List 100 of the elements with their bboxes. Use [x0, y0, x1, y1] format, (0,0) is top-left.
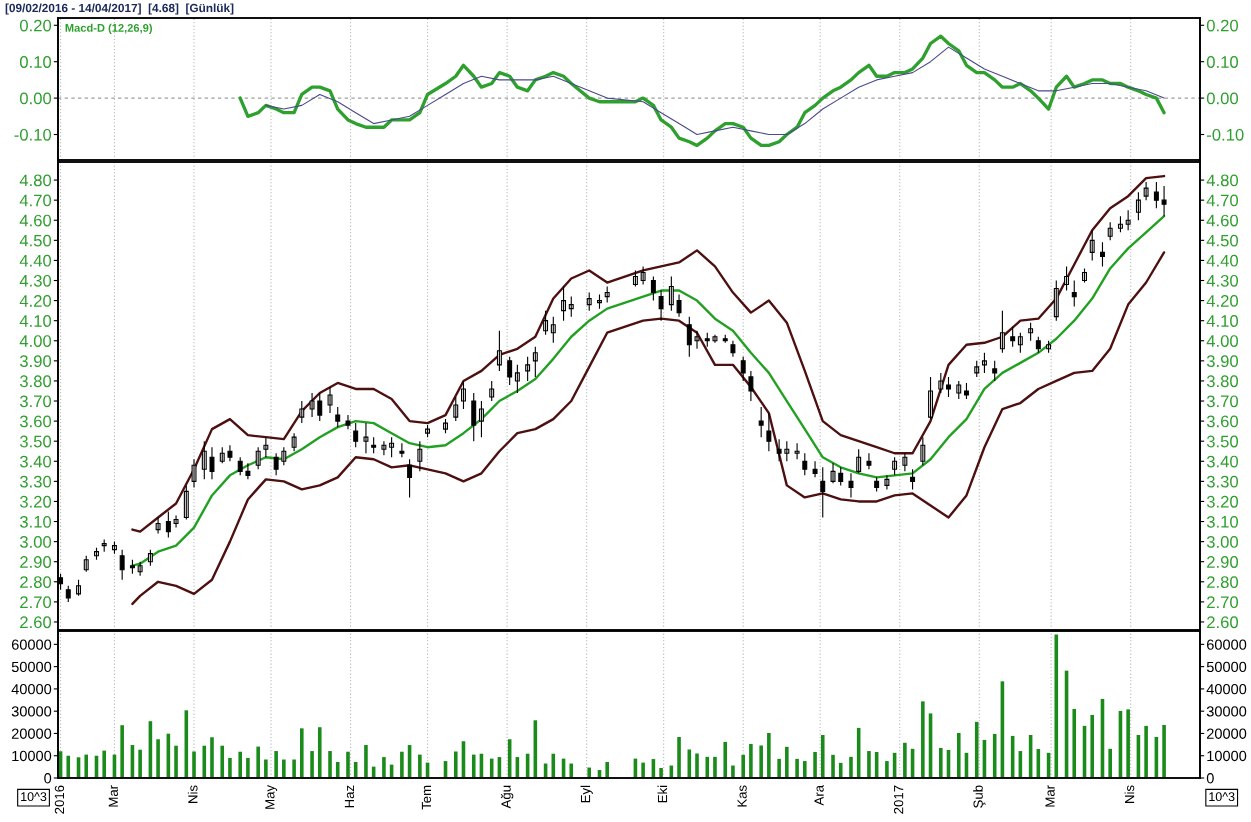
bar — [453, 751, 458, 778]
candlestick — [489, 380, 495, 402]
y2-tick-label: 3.50 — [1206, 435, 1239, 448]
bar — [156, 739, 160, 778]
bar — [1090, 714, 1095, 778]
bar — [210, 737, 214, 778]
y2-tick-label: 3.30 — [1206, 475, 1239, 488]
bar — [849, 756, 853, 778]
candlestick — [165, 510, 171, 539]
bar — [300, 728, 304, 778]
line-series — [131, 251, 1166, 606]
bar — [282, 759, 286, 778]
candlestick — [1046, 340, 1052, 354]
y2-tick-label: 2.80 — [1207, 576, 1239, 588]
bar — [749, 743, 753, 778]
candlestick — [1107, 221, 1113, 241]
candlestick — [999, 310, 1005, 354]
candlestick — [794, 442, 800, 460]
y2-tick-label: 2.70 — [1207, 596, 1239, 609]
bar — [813, 751, 817, 778]
bar — [785, 746, 789, 778]
candlestick — [237, 456, 243, 476]
candlestick — [758, 406, 764, 438]
candlestick — [838, 466, 844, 486]
candlestick — [94, 547, 99, 561]
y-tick-label: 4.50 — [19, 234, 52, 247]
candlestick — [694, 330, 700, 350]
text: 10^3 — [1209, 792, 1235, 802]
bar — [921, 701, 925, 778]
candlestick — [219, 446, 225, 464]
candlestick — [722, 334, 728, 344]
bar — [1162, 724, 1166, 778]
candlestick — [992, 360, 998, 382]
candlestick — [658, 289, 664, 322]
y2-tick-label: 3.90 — [1206, 355, 1239, 368]
y2-tick-label: 40000 — [1206, 684, 1247, 695]
bar — [335, 761, 340, 778]
chart-title: [09/02/2016 - 14/04/2017] [4.68] [Günlük] — [5, 3, 234, 15]
bar — [346, 751, 350, 778]
candlestick — [83, 555, 89, 573]
candlestick — [1143, 181, 1149, 201]
text: 10^3 — [21, 792, 47, 802]
y2-tick-label: -0.10 — [1206, 128, 1244, 141]
candlestick — [848, 472, 854, 498]
candlestick — [668, 275, 674, 312]
candlestick — [963, 382, 969, 400]
bar — [382, 757, 386, 778]
y2-tick-label: 3.80 — [1206, 375, 1239, 388]
y-tick-label: 3.60 — [19, 415, 52, 428]
candlestick — [704, 332, 710, 348]
bar — [228, 757, 232, 778]
candlestick — [111, 541, 117, 555]
x-tick-label: Kas — [737, 785, 747, 807]
y2-tick-label: 0.00 — [1206, 92, 1239, 105]
candlestick — [201, 440, 207, 480]
y-tick-label: 4.40 — [19, 254, 52, 267]
candlestick — [938, 372, 944, 394]
y2-tick-label: 4.60 — [1206, 214, 1239, 227]
candlestick — [928, 376, 934, 420]
bar — [731, 765, 735, 778]
x-tick-label: 2016 — [54, 785, 65, 814]
candlestick — [902, 452, 908, 472]
y2-tick-label: 10000 — [1207, 750, 1247, 762]
y-tick-label: 3.30 — [19, 475, 52, 488]
x-tick-label: Nis — [1124, 785, 1135, 803]
candlestick — [740, 356, 746, 382]
candlestick — [640, 265, 646, 286]
bar — [759, 745, 763, 778]
y2-tick-label: 3.40 — [1206, 455, 1239, 468]
candlestick — [812, 460, 818, 478]
bar — [705, 756, 710, 778]
candlestick — [974, 360, 980, 378]
bar — [903, 742, 907, 778]
y-tick-label: 3.90 — [19, 355, 52, 368]
x-tick-label: Ağu — [500, 785, 514, 809]
candlestick — [1064, 265, 1070, 292]
candlestick — [1161, 185, 1167, 217]
candlestick — [884, 474, 890, 490]
candlestick — [561, 285, 567, 322]
y-tick-label: 4.70 — [19, 194, 52, 207]
y-tick-label: 4.80 — [19, 174, 52, 187]
candlestick — [946, 376, 951, 398]
y-tick-label: 0.20 — [19, 19, 52, 32]
y2-tick-label: 4.10 — [1206, 315, 1239, 327]
candlestick — [471, 392, 477, 442]
candlestick — [981, 352, 987, 374]
candlestick — [776, 438, 782, 462]
candlestick — [525, 356, 531, 382]
bar — [102, 750, 106, 778]
y-tick-label: 0.10 — [19, 56, 52, 68]
bar — [677, 737, 681, 778]
candlestick — [371, 436, 377, 454]
candlestick — [712, 334, 718, 344]
candlestick — [460, 380, 466, 410]
candlestick — [892, 456, 898, 476]
y-tick-label: 30000 — [11, 706, 52, 717]
bar — [328, 751, 332, 778]
candlestick — [353, 422, 359, 448]
bar — [418, 754, 422, 778]
y-tick-label: 0.00 — [19, 92, 52, 105]
